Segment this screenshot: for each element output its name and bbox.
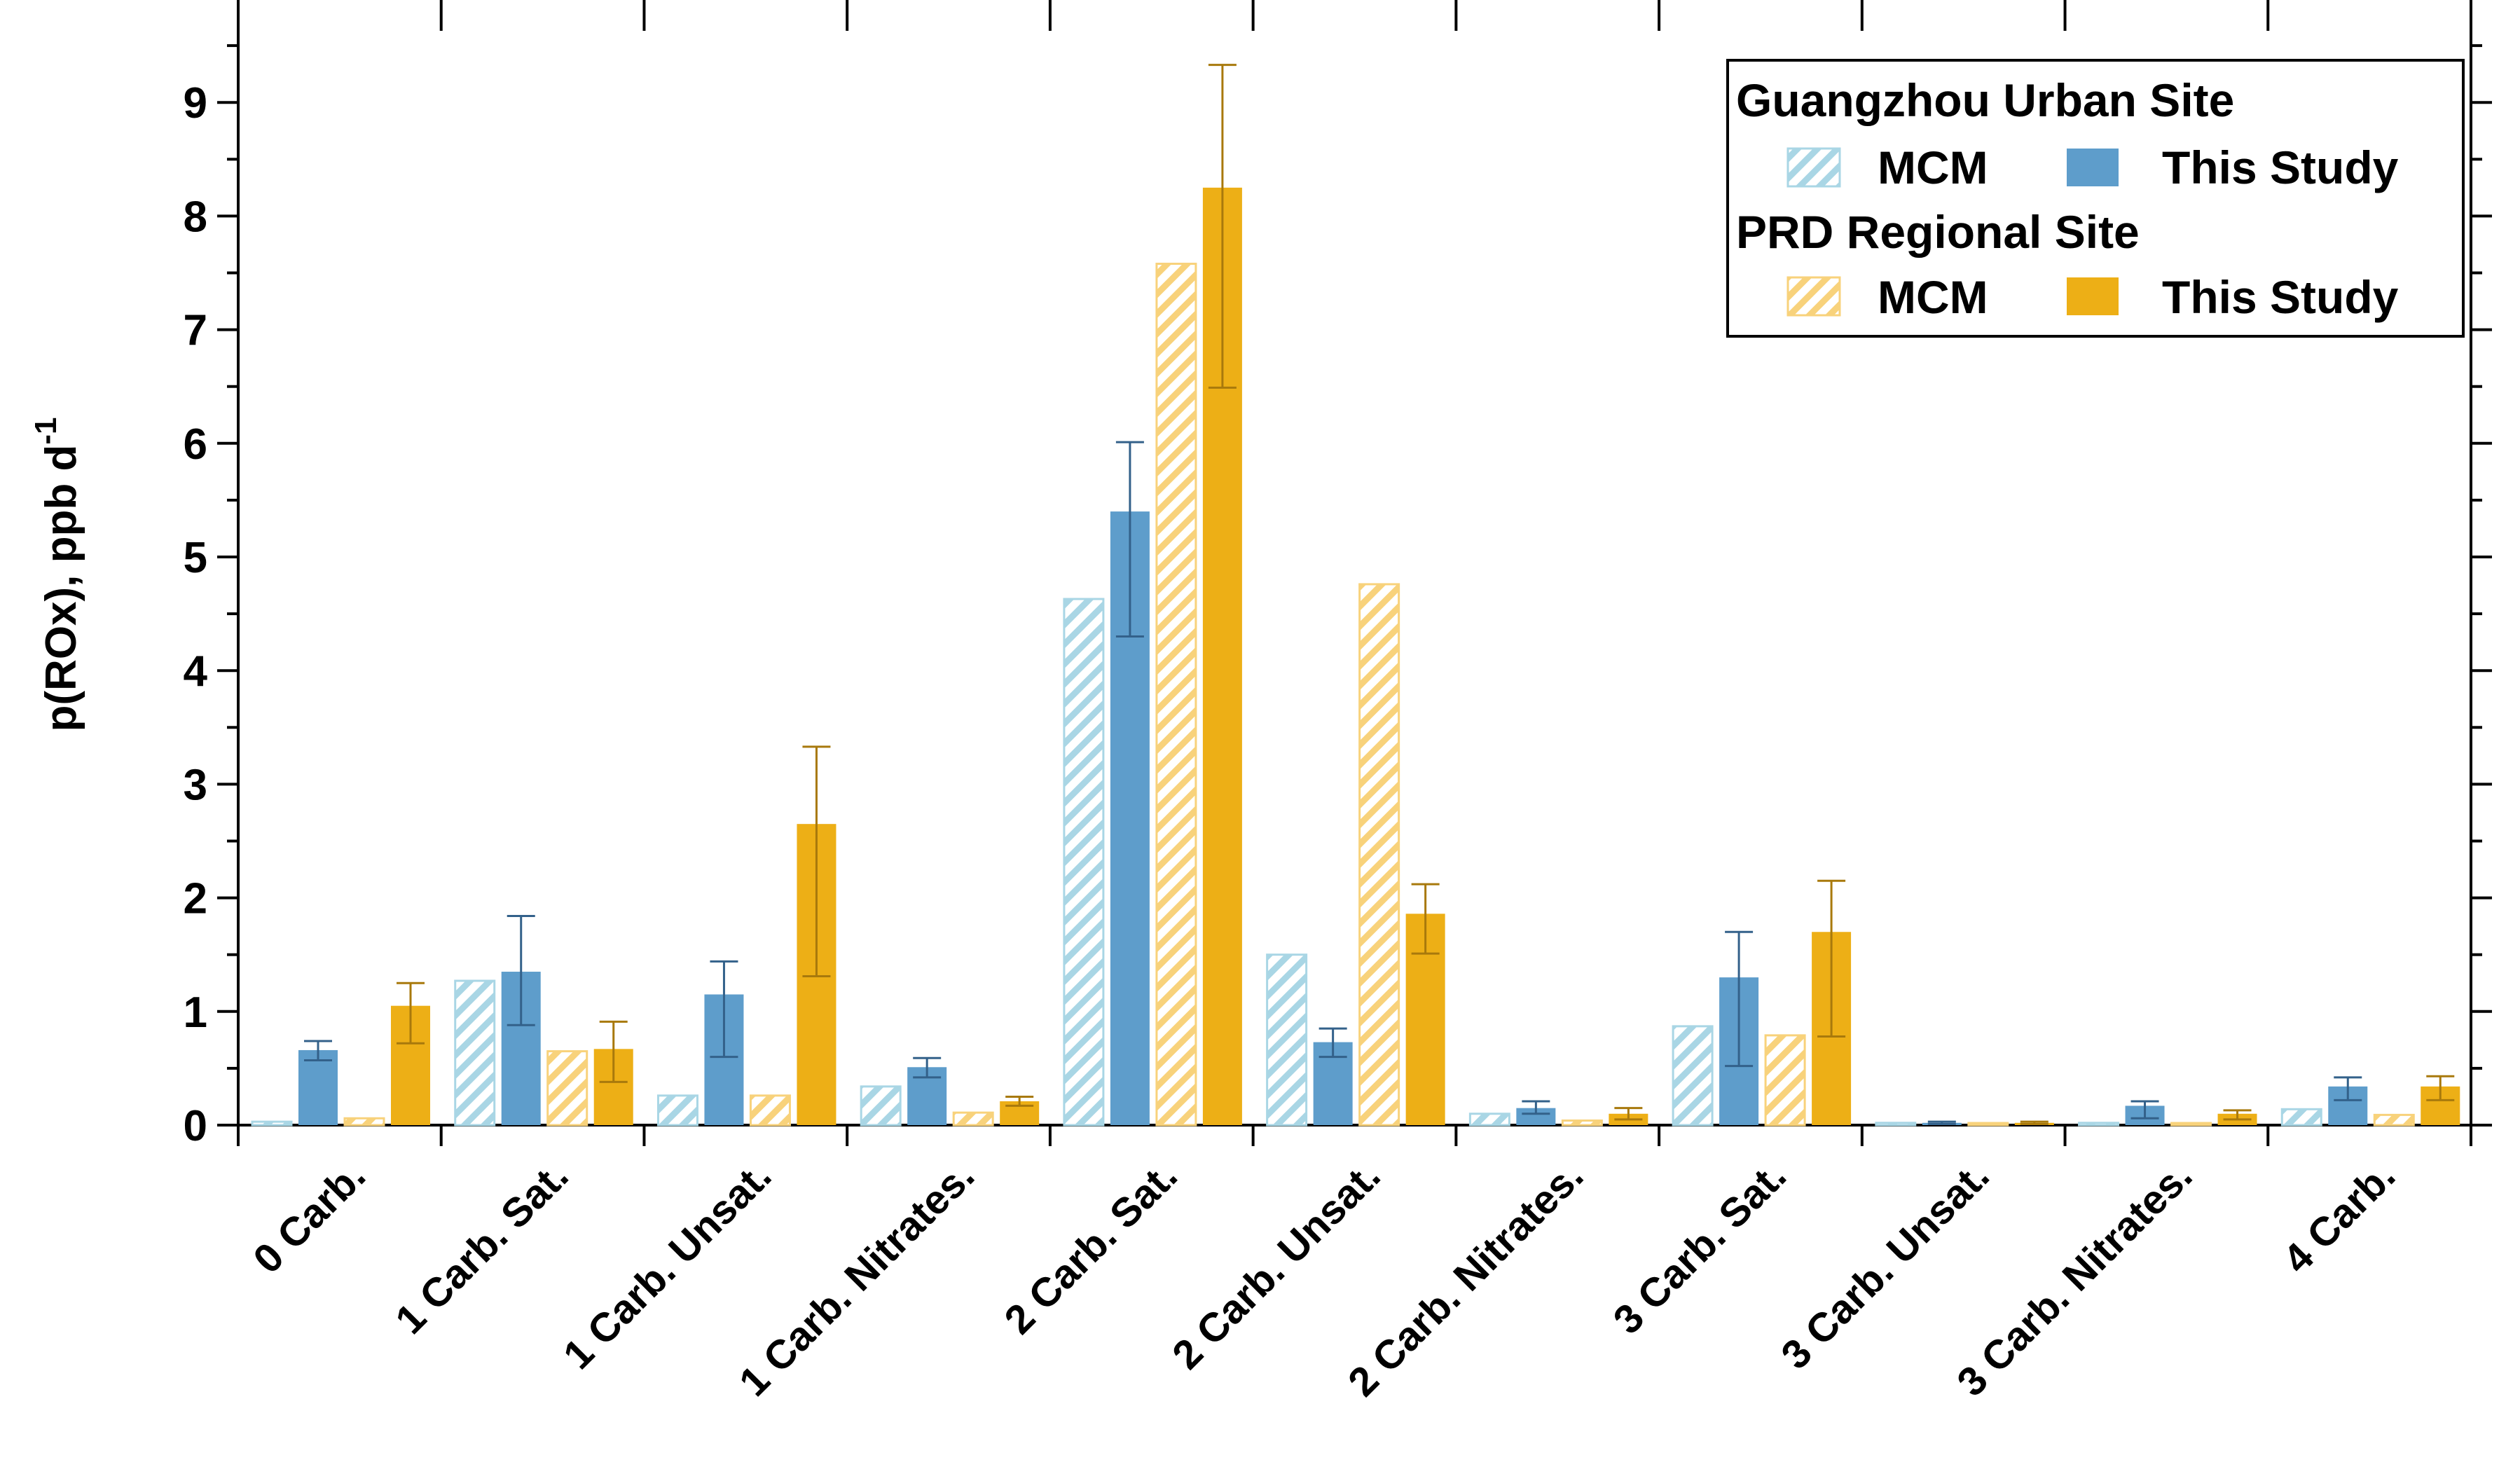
legend-label-guangzhou-mcm: MCM — [1878, 142, 1988, 193]
bar-guangzhou-mcm — [1266, 953, 1308, 1127]
bar-guangzhou-mcm — [656, 1094, 698, 1127]
y-tick-label: 4 — [184, 647, 208, 696]
bar-guangzhou-mcm — [2078, 1122, 2120, 1127]
bar-prd-mcm — [2373, 1113, 2415, 1127]
legend-swatch-guangzhou-this-study — [2067, 149, 2119, 186]
category-labels: 0 Carb. 1 Carb. Sat.1 Carb. Unsat.1 Carb.… — [245, 1152, 2404, 1405]
legend-swatch-guangzhou-mcm — [1786, 147, 1841, 188]
y-tick-label: 9 — [184, 79, 207, 128]
x-category-label: 3 Carb. Unsat. — [1772, 1152, 1998, 1378]
x-category-label: 1 Carb. Unsat. — [555, 1152, 780, 1378]
bar-prd-mcm — [1967, 1122, 2009, 1127]
y-axis: 0 1 2 3 4 5 6 7 8 9 — [184, 44, 2492, 1150]
bar-guangzhou-mcm — [1468, 1113, 1510, 1127]
y-tick-label: 1 — [184, 989, 207, 1037]
y-axis-label-superscript: -1 — [29, 418, 63, 445]
legend-swatch-prd-this-study — [2067, 277, 2119, 315]
legend-label-prd-this-study: This Study — [2162, 271, 2399, 323]
y-axis-label: p(ROx), ppb d-1 — [29, 418, 85, 732]
bar-prd-mcm — [1358, 583, 1400, 1127]
y-tick-label: 7 — [184, 307, 207, 355]
legend-swatch-prd-mcm — [1786, 276, 1841, 317]
y-tick-label: 6 — [184, 420, 207, 469]
bar-guangzhou-mcm — [1063, 598, 1105, 1127]
bar-guangzhou-this-study — [298, 1049, 338, 1125]
x-category-label: 4 Carb. — [2274, 1152, 2404, 1282]
y-tick-label: 5 — [184, 534, 207, 582]
bar-prd-mcm — [749, 1094, 791, 1127]
legend-title-prd: PRD Regional Site — [1736, 206, 2140, 258]
x-axis — [237, 0, 2472, 1146]
legend-title-guangzhou: Guangzhou Urban Site — [1736, 74, 2234, 126]
y-tick-label: 0 — [184, 1102, 207, 1150]
x-category-label: 1 Carb. Sat. — [387, 1152, 577, 1343]
bar-prd-mcm — [1561, 1120, 1603, 1127]
legend-label-guangzhou-this-study: This Study — [2162, 142, 2399, 193]
bar-guangzhou-mcm — [1672, 1025, 1714, 1127]
bar-guangzhou-mcm — [860, 1085, 902, 1127]
y-tick-label: 3 — [184, 761, 207, 809]
bar-guangzhou-mcm — [454, 979, 496, 1127]
bar-prd-mcm — [2170, 1122, 2212, 1127]
y-axis-label-text: p(ROx), ppb d — [37, 445, 85, 732]
bar-guangzhou-mcm — [2280, 1108, 2322, 1127]
error-bars — [304, 64, 2455, 1125]
bar-prd-mcm — [1155, 263, 1197, 1127]
legend: Guangzhou Urban Site MCM This Study PRD … — [1726, 59, 2465, 338]
x-category-label: 2 Carb. Sat. — [996, 1152, 1186, 1343]
y-tick-label: 8 — [184, 193, 207, 241]
x-category-label: 2 Carb. Unsat. — [1164, 1152, 1389, 1378]
bar-guangzhou-mcm — [1875, 1122, 1917, 1127]
bar-prd-mcm — [1764, 1034, 1806, 1127]
x-category-label: 0 Carb. — [245, 1152, 374, 1282]
legend-label-prd-mcm: MCM — [1878, 271, 1988, 323]
bar-prd-mcm — [546, 1050, 588, 1127]
bar-prd-mcm — [343, 1117, 385, 1127]
bar-prd-mcm — [952, 1111, 994, 1127]
x-category-label: 3 Carb. Sat. — [1605, 1152, 1796, 1343]
y-tick-label: 2 — [184, 875, 207, 923]
bar-guangzhou-mcm — [251, 1120, 293, 1127]
